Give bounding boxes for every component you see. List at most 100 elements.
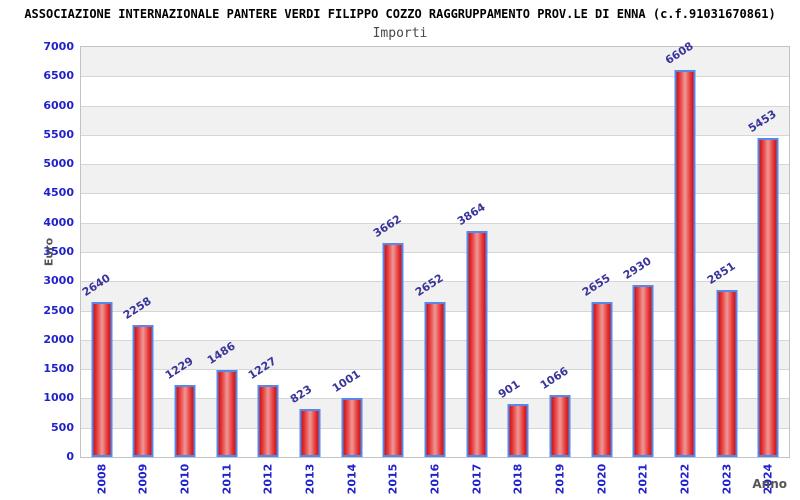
bar-slot: 2640 <box>79 47 123 457</box>
grid-band <box>81 222 789 252</box>
bar-slot: 1227 <box>246 47 290 457</box>
bar-slot: 5453 <box>746 47 789 457</box>
y-tick-label: 0 <box>66 450 74 463</box>
x-tick-label: 2012 <box>261 463 275 495</box>
bar <box>216 369 238 457</box>
gridline <box>81 222 789 224</box>
bar-slot: 2655 <box>579 47 623 457</box>
gridline <box>81 193 789 195</box>
bar-value-label: 1227 <box>246 354 280 383</box>
bar-value-label: 1001 <box>329 367 363 396</box>
bar-value-label: 2655 <box>579 270 613 299</box>
x-tick-label: 2023 <box>720 463 734 495</box>
bar <box>341 398 363 457</box>
bar-slot: 3864 <box>454 47 498 457</box>
y-tick-label: 6500 <box>43 69 74 83</box>
bar-value-label: 823 <box>287 382 315 406</box>
bar-slot: 3662 <box>371 47 415 457</box>
bar-slot: 1001 <box>329 47 373 457</box>
bar <box>132 324 154 457</box>
y-tick-label: 2000 <box>43 332 74 346</box>
bar-value-label: 2930 <box>621 254 654 283</box>
chart-subtitle: Importi <box>372 26 428 41</box>
y-axis-labels: 7000 6500 6000 5500 5000 4500 4000 3500 3000 2500… <box>0 40 74 463</box>
gridline <box>81 252 789 253</box>
grid-band <box>81 164 789 194</box>
y-tick-label: 2500 <box>43 303 74 317</box>
bar-value-label: 1229 <box>163 354 196 383</box>
bar-slot: 1486 <box>204 47 248 457</box>
y-tick-label: 4000 <box>43 215 74 229</box>
grid-band <box>81 76 789 106</box>
y-tick-label: 3500 <box>43 245 74 258</box>
bar-slot: 6608 <box>663 39 706 457</box>
bar-value-label: 5453 <box>746 107 779 135</box>
y-tick-label: 5500 <box>43 127 74 141</box>
bar <box>466 230 488 457</box>
y-tick-label: 5000 <box>43 157 74 171</box>
bar <box>757 137 779 457</box>
bar-slot: 901 <box>496 47 539 457</box>
x-tick-label: 2015 <box>386 463 400 495</box>
bar <box>507 404 529 457</box>
x-tick-label: 2021 <box>636 463 650 495</box>
bar <box>382 242 404 457</box>
x-tick-label: 2017 <box>470 463 484 495</box>
bar <box>674 69 696 457</box>
y-tick-label: 1500 <box>43 362 74 376</box>
chart-title: ASSOCIAZIONE INTERNAZIONALE PANTERE VERD… <box>24 7 776 21</box>
bar-value-label: 3662 <box>371 211 405 240</box>
x-tick-label: 2018 <box>511 463 525 495</box>
bar <box>632 285 654 457</box>
y-tick-label: 500 <box>51 420 74 434</box>
grid-band <box>81 105 789 135</box>
bar-value-label: 2640 <box>79 271 113 300</box>
x-tick-label: 2019 <box>553 463 567 495</box>
bar <box>299 408 321 457</box>
bar <box>549 394 571 457</box>
bar <box>716 290 738 457</box>
x-tick-label: 2013 <box>303 463 317 495</box>
bar-value-label: 2652 <box>412 271 446 299</box>
grid-band <box>81 193 789 223</box>
y-tick-label: 4500 <box>43 186 74 200</box>
x-tick-label: 2010 <box>178 463 192 495</box>
gridline <box>81 134 789 136</box>
bar-slot: 2851 <box>704 47 748 457</box>
gridline <box>81 105 789 107</box>
bar-slot: 2258 <box>121 47 165 457</box>
bar-value-label: 1066 <box>537 363 571 392</box>
gridline <box>81 76 789 78</box>
x-tick-label: 2016 <box>428 463 442 495</box>
bar-value-label: 3864 <box>454 200 488 228</box>
y-axis-title: Euro <box>42 237 56 267</box>
grid-band <box>81 47 789 77</box>
bar <box>91 302 113 457</box>
bar <box>424 301 446 457</box>
bar-value-label: 2851 <box>704 259 738 288</box>
gridline <box>81 281 789 283</box>
x-tick-label: 2020 <box>595 463 609 495</box>
bar-slot: 823 <box>287 47 331 457</box>
x-tick-label: 2014 <box>345 463 359 495</box>
bar-slot: 1229 <box>163 47 206 457</box>
y-tick-label: 7000 <box>43 40 74 53</box>
bar <box>257 385 279 457</box>
bar-value-label: 1486 <box>204 339 238 367</box>
bar-value-label: 901 <box>496 377 523 402</box>
bar-slot: 2652 <box>412 47 456 457</box>
gridline <box>81 164 789 166</box>
x-axis-title: Anno <box>752 477 787 491</box>
plot-area: 2640 2258 1229 1486 1227 823 1001 3662 2652 3864 9… <box>79 39 790 458</box>
y-tick-label: 6000 <box>43 98 74 112</box>
grid-band <box>81 134 789 165</box>
x-tick-label: 2009 <box>136 463 150 495</box>
y-tick-label: 3000 <box>43 274 74 288</box>
x-tick-label: 2022 <box>678 463 692 495</box>
bar <box>174 385 196 457</box>
y-tick-label: 1000 <box>43 391 74 405</box>
bar-value-label: 2258 <box>121 294 155 322</box>
bar <box>591 301 613 457</box>
bar-slot: 1066 <box>537 47 581 457</box>
